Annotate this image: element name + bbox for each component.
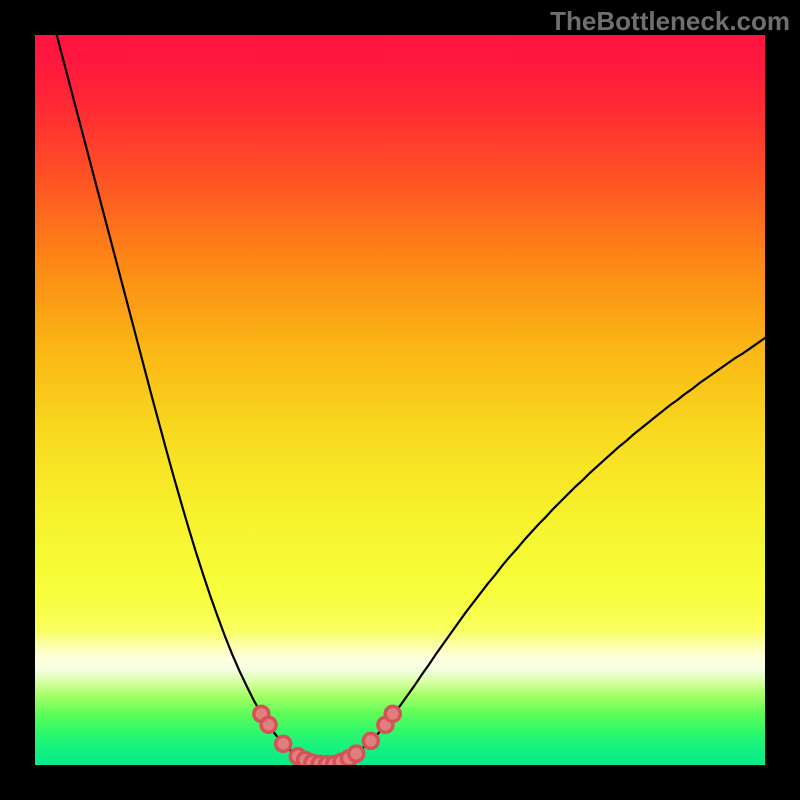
data-point-marker (363, 733, 378, 748)
chart-svg (35, 35, 765, 765)
data-point-marker (276, 736, 291, 751)
watermark-text: TheBottleneck.com (550, 6, 790, 37)
data-point-marker (385, 706, 400, 721)
chart-background (35, 35, 765, 765)
data-point-marker (261, 717, 276, 732)
data-point-marker (349, 746, 364, 761)
chart-plot-area (35, 35, 765, 765)
